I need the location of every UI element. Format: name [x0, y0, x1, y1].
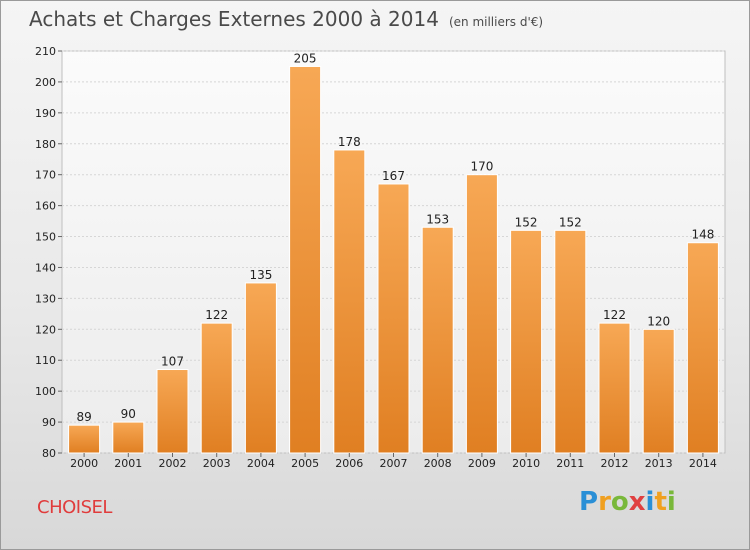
x-tick-label: 2012: [601, 457, 629, 470]
bar: [289, 65, 322, 454]
bar: [510, 229, 543, 454]
proxiti-logo: Proxiti: [579, 487, 676, 517]
y-tick-label: 140: [35, 261, 56, 274]
chart-title-text: Achats et Charges Externes 2000 à 2014: [29, 7, 439, 31]
x-tick-label: 2010: [512, 457, 540, 470]
y-tick-label: 150: [35, 231, 56, 244]
commune-name: CHOISEL: [37, 497, 112, 518]
data-label: 167: [382, 169, 405, 183]
x-tick-label: 2006: [335, 457, 363, 470]
y-tick-label: 160: [35, 200, 56, 213]
x-tick-label: 2014: [689, 457, 717, 470]
data-label: 120: [647, 314, 670, 328]
data-label: 135: [249, 268, 272, 282]
data-label: 122: [603, 308, 626, 322]
data-label: 89: [76, 410, 91, 424]
bar: [421, 226, 454, 454]
x-tick-label: 2009: [468, 457, 496, 470]
data-label: 122: [205, 308, 228, 322]
data-label: 152: [515, 215, 538, 229]
chart-unit: (en milliers d'€): [448, 15, 544, 29]
bars: 89 90 107 122 135 205 178 167 153 170 152 152 122 120…: [68, 51, 719, 454]
bar: [156, 369, 189, 454]
y-tick-label: 130: [35, 292, 56, 305]
x-tick-label: 2007: [380, 457, 408, 470]
data-label: 152: [559, 215, 582, 229]
bar: [686, 242, 719, 454]
y-tick-label: 200: [35, 76, 56, 89]
data-label: 178: [338, 135, 361, 149]
y-tick-label: 190: [35, 107, 56, 120]
y-tick-label: 110: [35, 354, 56, 367]
x-tick-label: 2003: [203, 457, 231, 470]
bar: [112, 421, 145, 454]
y-tick-label: 90: [42, 416, 56, 429]
chart-title: Achats et Charges Externes 2000 à 2014 (e…: [29, 7, 543, 31]
bar: [465, 174, 498, 454]
bar: [200, 322, 233, 454]
y-tick-label: 120: [35, 323, 56, 336]
bar: [642, 328, 675, 454]
x-tick-label: 2002: [159, 457, 187, 470]
x-tick-label: 2013: [645, 457, 673, 470]
data-label: 90: [121, 407, 136, 421]
bar: [333, 149, 366, 454]
bar: [554, 229, 587, 454]
data-label: 107: [161, 355, 184, 369]
bar: [598, 322, 631, 454]
bar: [377, 183, 410, 454]
y-tick-label: 100: [35, 385, 56, 398]
bar: [244, 282, 277, 454]
data-label: 148: [691, 228, 714, 242]
x-tick-label: 2011: [556, 457, 584, 470]
y-tick-label: 210: [35, 45, 56, 58]
x-tick-label: 2000: [70, 457, 98, 470]
x-tick-label: 2001: [114, 457, 142, 470]
data-label: 170: [470, 160, 493, 174]
x-axis: 2000 2001 2002 2003 2004 2005 2006 2007 2008 2009…: [70, 453, 717, 470]
y-tick-label: 180: [35, 138, 56, 151]
y-tick-label: 80: [42, 447, 56, 460]
data-label: 205: [294, 51, 317, 65]
y-tick-label: 170: [35, 169, 56, 182]
y-axis: 80 90 100 110 120 130 140 150 160 170 180 190 200 210: [35, 45, 62, 460]
x-tick-label: 2005: [291, 457, 319, 470]
x-tick-label: 2004: [247, 457, 275, 470]
x-tick-label: 2008: [424, 457, 452, 470]
bar: [68, 424, 101, 454]
data-label: 153: [426, 212, 449, 226]
